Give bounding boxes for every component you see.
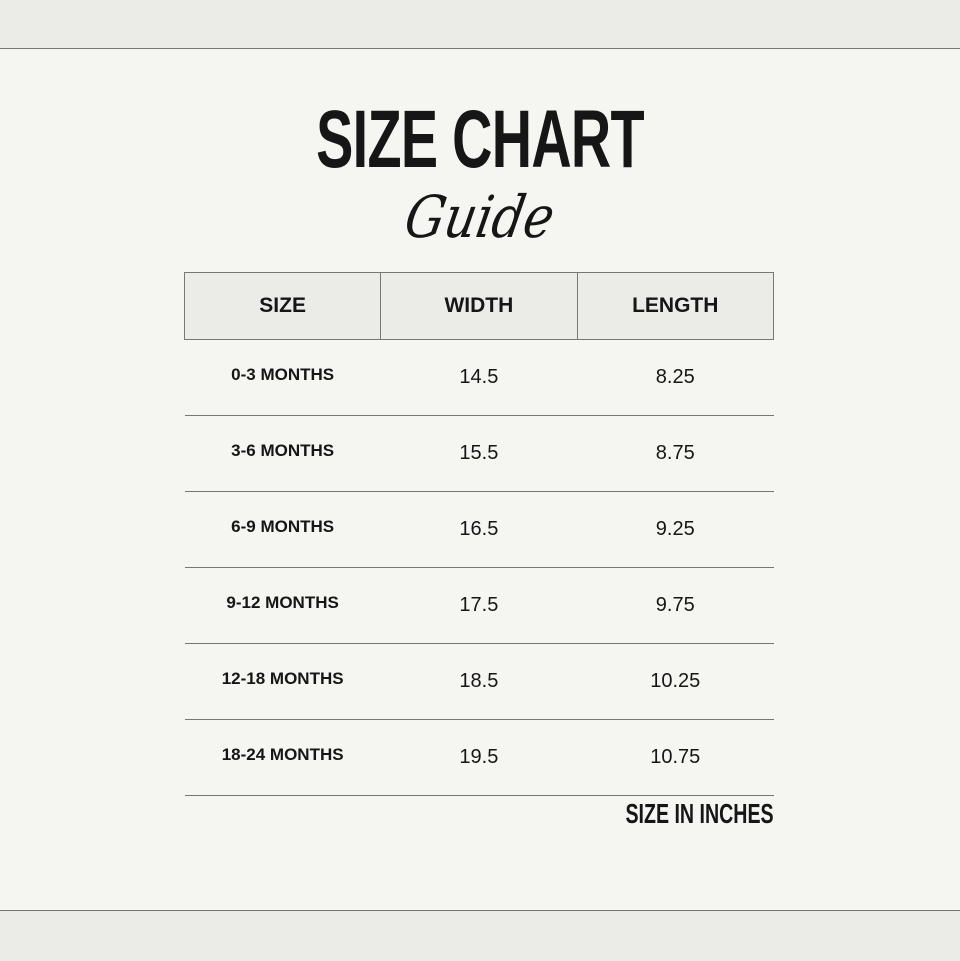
width-cell: 14.5 bbox=[380, 339, 577, 416]
header-width: WIDTH bbox=[380, 272, 578, 340]
size-cell: 9-12 MONTHS bbox=[184, 567, 381, 644]
table-row: 18-24 MONTHS 19.5 10.75 bbox=[184, 719, 774, 796]
header-size: SIZE bbox=[183, 272, 382, 340]
length-cell: 10.25 bbox=[577, 643, 774, 720]
title-text: SIZE CHART bbox=[316, 94, 644, 185]
width-cell: 17.5 bbox=[380, 567, 577, 644]
units-note-text: SIZE IN INCHES bbox=[625, 798, 774, 829]
table-row: 0-3 MONTHS 14.5 8.25 bbox=[184, 339, 774, 416]
header-length: LENGTH bbox=[576, 272, 774, 340]
length-cell: 8.25 bbox=[577, 339, 774, 416]
table-row: 9-12 MONTHS 17.5 9.75 bbox=[184, 567, 774, 644]
length-cell: 9.25 bbox=[577, 491, 774, 568]
size-table: SIZE WIDTH LENGTH 0-3 MONTHS 14.5 8.25 3-6… bbox=[183, 272, 774, 796]
size-cell: 6-9 MONTHS bbox=[184, 491, 381, 568]
page-title: SIZE CHART bbox=[0, 94, 960, 185]
subtitle-text: Guide bbox=[400, 183, 560, 251]
table-row: 3-6 MONTHS 15.5 8.75 bbox=[184, 415, 774, 492]
width-cell: 16.5 bbox=[380, 491, 577, 568]
units-note: SIZE IN INCHES bbox=[562, 798, 774, 830]
size-cell: 18-24 MONTHS bbox=[184, 719, 381, 796]
bottom-band bbox=[0, 910, 960, 961]
width-cell: 18.5 bbox=[380, 643, 577, 720]
length-cell: 10.75 bbox=[577, 719, 774, 796]
table-row: 6-9 MONTHS 16.5 9.25 bbox=[184, 491, 774, 568]
size-cell: 12-18 MONTHS bbox=[184, 643, 381, 720]
width-cell: 19.5 bbox=[380, 719, 577, 796]
page-subtitle: Guide bbox=[0, 182, 960, 252]
width-cell: 15.5 bbox=[380, 415, 577, 492]
size-cell: 3-6 MONTHS bbox=[184, 415, 381, 492]
length-cell: 8.75 bbox=[577, 415, 774, 492]
length-cell: 9.75 bbox=[577, 567, 774, 644]
top-band bbox=[0, 0, 960, 49]
table-row: 12-18 MONTHS 18.5 10.25 bbox=[184, 643, 774, 720]
table-header-row: SIZE WIDTH LENGTH bbox=[183, 272, 774, 340]
size-cell: 0-3 MONTHS bbox=[184, 339, 381, 416]
